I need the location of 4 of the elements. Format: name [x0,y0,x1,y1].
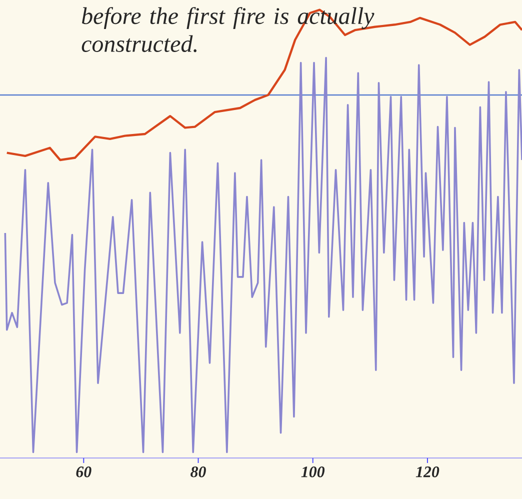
x-tick-label: 60 [76,466,92,478]
x-tick-label: 80 [190,466,206,478]
x-tick-label: 100 [301,466,325,478]
x-tick-label: 120 [416,466,440,478]
